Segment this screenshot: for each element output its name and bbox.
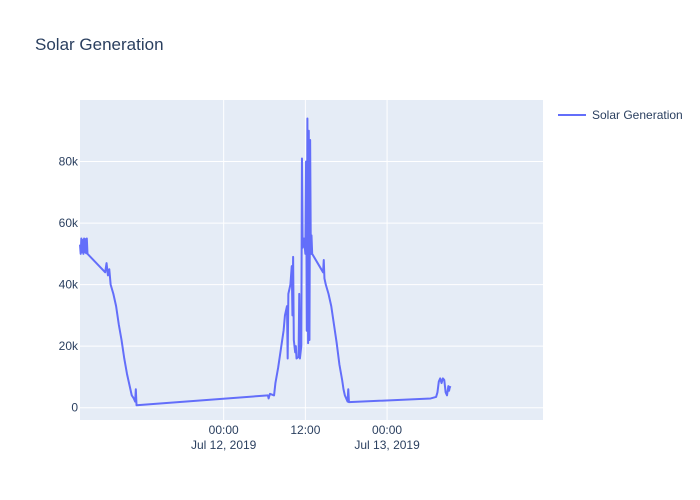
y-tick-label: 0	[71, 401, 78, 415]
y-tick-label: 80k	[59, 155, 79, 169]
x-tick-label: 00:00	[209, 423, 239, 437]
y-tick-label: 60k	[59, 216, 79, 230]
plot-area	[80, 100, 543, 420]
x-tick-date-label: Jul 13, 2019	[354, 438, 420, 452]
legend-label: Solar Generation	[592, 108, 683, 122]
y-tick-label: 40k	[59, 278, 79, 292]
y-axis: 0 20k 40k 60k 80k	[59, 155, 79, 415]
legend[interactable]: Solar Generation	[558, 108, 683, 122]
x-tick-label: 00:00	[372, 423, 402, 437]
y-tick-label: 20k	[59, 339, 79, 353]
chart-title: Solar Generation	[35, 35, 164, 54]
x-tick-date-label: Jul 12, 2019	[191, 438, 257, 452]
x-tick-label: 12:00	[290, 423, 320, 437]
